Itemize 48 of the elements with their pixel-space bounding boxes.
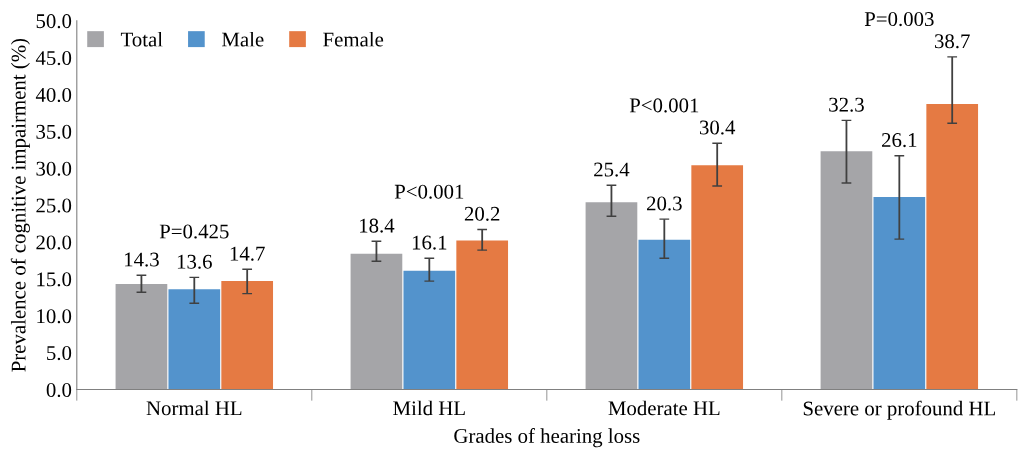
data-label: 20.3 <box>647 196 682 211</box>
bar <box>456 240 509 390</box>
y-tick-label: 20.0 <box>36 235 72 250</box>
legend-label: Female <box>323 31 384 47</box>
y-tick-label: 0.0 <box>46 382 72 398</box>
bar <box>638 239 691 390</box>
y-tick-label: 25.0 <box>36 198 72 213</box>
bar <box>115 284 168 390</box>
bar <box>926 104 979 390</box>
x-tick-label: Normal HL <box>146 400 242 416</box>
data-label: 26.1 <box>882 133 917 148</box>
annotation: P<0.001 <box>394 184 464 199</box>
y-tick-label: 40.0 <box>35 87 72 103</box>
bar <box>585 202 638 390</box>
data-label: 16.1 <box>412 235 447 250</box>
data-label: 30.4 <box>699 120 736 135</box>
bar <box>873 197 926 390</box>
y-tick-label: 5.0 <box>47 346 72 361</box>
bar <box>350 253 403 390</box>
data-label: 20.2 <box>464 206 500 221</box>
data-label: 38.7 <box>934 34 970 49</box>
annotation: P=0.003 <box>864 12 934 27</box>
y-tick-label: 30.0 <box>36 161 72 176</box>
data-label: 14.7 <box>230 246 265 261</box>
data-label: 14.3 <box>125 252 159 267</box>
y-tick-label: 35.0 <box>36 124 72 139</box>
data-label: 32.3 <box>829 97 864 112</box>
data-label: 25.4 <box>594 162 630 177</box>
x-tick-label: Moderate HL <box>608 400 720 416</box>
bar <box>168 289 221 390</box>
data-label: 13.6 <box>177 254 212 269</box>
legend-label: Total <box>120 31 163 47</box>
data-label: 18.4 <box>360 218 395 233</box>
x-axis-title: Grades of hearing loss <box>454 428 640 448</box>
bar <box>403 270 456 390</box>
bar <box>221 281 274 390</box>
y-axis-title: Prevalence of cognitive impairment (%) <box>10 38 30 372</box>
y-tick-label: 45.0 <box>35 51 72 66</box>
y-tick-label: 10.0 <box>37 309 72 324</box>
x-tick-label: Severe or profound HL <box>803 400 995 420</box>
annotation: P<0.001 <box>629 98 699 113</box>
y-tick-label: 15.0 <box>37 272 72 287</box>
bar <box>691 165 744 390</box>
y-tick-label: 50.0 <box>36 14 72 29</box>
legend-label: Male <box>221 31 264 47</box>
annotation: P=0.425 <box>159 224 229 239</box>
bar <box>820 151 873 390</box>
x-tick-label: Mild HL <box>393 400 465 416</box>
